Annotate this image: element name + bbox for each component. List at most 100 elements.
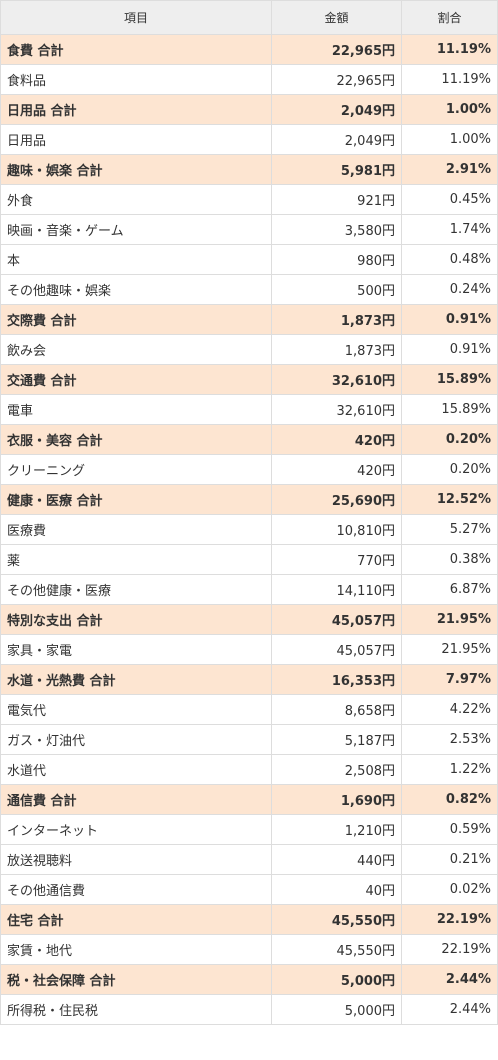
row-amount: 8,658円: [271, 694, 402, 725]
row-ratio: 2.44%: [401, 994, 498, 1025]
row-amount: 420円: [271, 454, 402, 485]
row-ratio: 11.19%: [401, 64, 498, 95]
row-ratio: 0.59%: [401, 814, 498, 845]
row-ratio: 0.38%: [401, 544, 498, 575]
row-item-label: その他通信費: [0, 874, 272, 905]
row-item-label: 外食: [0, 184, 272, 215]
row-amount: 16,353円: [271, 664, 402, 695]
category-detail-row: 飲み会 1,873円 0.91%: [0, 334, 498, 365]
category-detail-row: 医療費 10,810円 5.27%: [0, 514, 498, 545]
row-ratio: 21.95%: [401, 604, 498, 635]
row-amount: 2,508円: [271, 754, 402, 785]
category-total-row: 日用品 合計 2,049円 1.00%: [0, 94, 498, 125]
row-ratio: 1.74%: [401, 214, 498, 245]
category-total-row: 交通費 合計 32,610円 15.89%: [0, 364, 498, 395]
row-ratio: 1.00%: [401, 124, 498, 155]
row-ratio: 0.82%: [401, 784, 498, 815]
row-item-label: 趣味・娯楽 合計: [0, 154, 272, 185]
row-item-label: 住宅 合計: [0, 904, 272, 935]
column-header-amount[interactable]: 金額: [271, 0, 402, 35]
row-amount: 45,550円: [271, 904, 402, 935]
category-total-row: 住宅 合計 45,550円 22.19%: [0, 904, 498, 935]
row-item-label: 電車: [0, 394, 272, 425]
row-ratio: 0.24%: [401, 274, 498, 305]
row-item-label: 電気代: [0, 694, 272, 725]
category-detail-row: 家賃・地代 45,550円 22.19%: [0, 934, 498, 965]
row-ratio: 5.27%: [401, 514, 498, 545]
row-ratio: 22.19%: [401, 904, 498, 935]
row-item-label: 健康・医療 合計: [0, 484, 272, 515]
category-detail-row: その他通信費 40円 0.02%: [0, 874, 498, 905]
row-item-label: 日用品: [0, 124, 272, 155]
row-ratio: 6.87%: [401, 574, 498, 605]
row-amount: 500円: [271, 274, 402, 305]
row-amount: 3,580円: [271, 214, 402, 245]
row-ratio: 1.00%: [401, 94, 498, 125]
row-item-label: 食費 合計: [0, 34, 272, 65]
row-amount: 440円: [271, 844, 402, 875]
row-amount: 1,873円: [271, 334, 402, 365]
row-item-label: 交通費 合計: [0, 364, 272, 395]
category-detail-row: インターネット 1,210円 0.59%: [0, 814, 498, 845]
row-ratio: 15.89%: [401, 364, 498, 395]
row-ratio: 0.20%: [401, 454, 498, 485]
row-amount: 1,210円: [271, 814, 402, 845]
row-ratio: 0.48%: [401, 244, 498, 275]
column-header-ratio[interactable]: 割合: [401, 0, 498, 35]
row-ratio: 0.02%: [401, 874, 498, 905]
row-amount: 770円: [271, 544, 402, 575]
row-ratio: 2.53%: [401, 724, 498, 755]
row-item-label: 日用品 合計: [0, 94, 272, 125]
category-detail-row: クリーニング 420円 0.20%: [0, 454, 498, 485]
row-ratio: 1.22%: [401, 754, 498, 785]
row-amount: 32,610円: [271, 364, 402, 395]
row-item-label: 本: [0, 244, 272, 275]
row-ratio: 15.89%: [401, 394, 498, 425]
row-item-label: 放送視聴料: [0, 844, 272, 875]
row-amount: 25,690円: [271, 484, 402, 515]
category-total-row: 通信費 合計 1,690円 0.82%: [0, 784, 498, 815]
row-item-label: 衣服・美容 合計: [0, 424, 272, 455]
category-total-row: 趣味・娯楽 合計 5,981円 2.91%: [0, 154, 498, 185]
category-detail-row: 映画・音楽・ゲーム 3,580円 1.74%: [0, 214, 498, 245]
row-ratio: 12.52%: [401, 484, 498, 515]
row-amount: 45,550円: [271, 934, 402, 965]
table-header: 項目 金額 割合: [0, 0, 498, 35]
category-total-row: 特別な支出 合計 45,057円 21.95%: [0, 604, 498, 635]
row-ratio: 21.95%: [401, 634, 498, 665]
table-body: 食費 合計 22,965円 11.19% 食料品 22,965円 11.19% 日用品 合計…: [0, 34, 498, 1025]
category-total-row: 水道・光熱費 合計 16,353円 7.97%: [0, 664, 498, 695]
row-amount: 1,873円: [271, 304, 402, 335]
row-amount: 2,049円: [271, 94, 402, 125]
row-amount: 2,049円: [271, 124, 402, 155]
row-item-label: インターネット: [0, 814, 272, 845]
category-detail-row: 放送視聴料 440円 0.21%: [0, 844, 498, 875]
row-amount: 1,690円: [271, 784, 402, 815]
row-item-label: 税・社会保障 合計: [0, 964, 272, 995]
row-ratio: 22.19%: [401, 934, 498, 965]
expense-table: 項目 金額 割合 食費 合計 22,965円 11.19% 食料品 22,965円 11.…: [0, 0, 498, 1025]
row-amount: 45,057円: [271, 634, 402, 665]
row-item-label: その他健康・医療: [0, 574, 272, 605]
row-item-label: 飲み会: [0, 334, 272, 365]
row-item-label: 家賃・地代: [0, 934, 272, 965]
column-header-item[interactable]: 項目: [0, 0, 272, 35]
row-amount: 921円: [271, 184, 402, 215]
row-amount: 10,810円: [271, 514, 402, 545]
category-detail-row: 食料品 22,965円 11.19%: [0, 64, 498, 95]
row-item-label: その他趣味・娯楽: [0, 274, 272, 305]
category-detail-row: その他趣味・娯楽 500円 0.24%: [0, 274, 498, 305]
row-amount: 14,110円: [271, 574, 402, 605]
row-item-label: 所得税・住民税: [0, 994, 272, 1025]
row-ratio: 4.22%: [401, 694, 498, 725]
row-amount: 22,965円: [271, 64, 402, 95]
category-detail-row: 家具・家電 45,057円 21.95%: [0, 634, 498, 665]
category-detail-row: 本 980円 0.48%: [0, 244, 498, 275]
row-ratio: 2.44%: [401, 964, 498, 995]
row-ratio: 2.91%: [401, 154, 498, 185]
row-item-label: クリーニング: [0, 454, 272, 485]
row-ratio: 0.91%: [401, 304, 498, 335]
category-total-row: 交際費 合計 1,873円 0.91%: [0, 304, 498, 335]
row-amount: 5,981円: [271, 154, 402, 185]
category-total-row: 健康・医療 合計 25,690円 12.52%: [0, 484, 498, 515]
